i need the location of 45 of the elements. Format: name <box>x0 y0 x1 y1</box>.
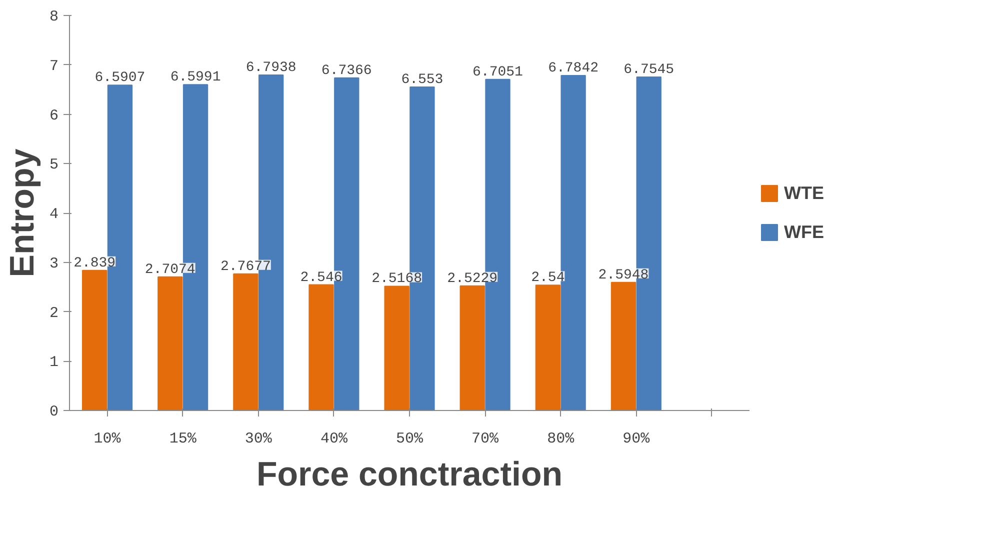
data-label: 2.839 <box>74 255 116 272</box>
data-label: 6.5991 <box>170 70 221 86</box>
data-label: 2.5948 <box>598 267 649 284</box>
x-tick-label: 50% <box>396 430 424 448</box>
bar <box>384 286 410 410</box>
y-tick-label: 8 <box>50 8 59 26</box>
data-label: 2.5229 <box>447 270 498 287</box>
y-tick-label: 1 <box>50 354 59 372</box>
legend-label: WFE <box>784 222 824 242</box>
data-label: 2.7677 <box>220 258 271 275</box>
data-label: 6.553 <box>401 72 444 88</box>
x-tick-label: 70% <box>472 430 500 448</box>
x-tick-label: 80% <box>547 430 576 448</box>
data-label: 6.7938 <box>246 60 296 76</box>
bar <box>610 282 636 410</box>
data-label: 6.7545 <box>624 62 674 78</box>
bar <box>158 276 183 410</box>
data-label: 2.54 <box>531 270 565 286</box>
y-tick-label: 5 <box>50 156 59 174</box>
y-tick-label: 4 <box>50 206 59 223</box>
y-tick-label: 0 <box>50 404 59 420</box>
bar <box>82 270 108 410</box>
data-label: 6.7842 <box>548 60 599 77</box>
data-label: 6.7366 <box>321 62 372 79</box>
x-tick-label: 30% <box>244 430 273 448</box>
x-tick-label: 15% <box>169 430 198 448</box>
data-label: 6.5907 <box>94 70 146 86</box>
data-label: 6.7051 <box>472 64 523 80</box>
x-tick-label: 40% <box>320 430 348 448</box>
y-tick-label: 3 <box>50 255 59 272</box>
bar <box>308 284 334 410</box>
data-label: 2.546 <box>300 270 342 286</box>
bar <box>535 284 561 410</box>
data-label: 2.7074 <box>144 262 196 278</box>
y-tick-label: 2 <box>50 304 59 322</box>
bar <box>460 285 485 410</box>
x-axis-title: Force conctraction <box>256 456 563 494</box>
data-label: 2.5168 <box>372 271 422 288</box>
y-tick-label: 6 <box>50 107 59 124</box>
x-tick-label: 90% <box>622 430 651 448</box>
bar <box>233 273 258 410</box>
y-tick-label: 7 <box>50 58 59 75</box>
x-tick-label: 10% <box>94 430 122 448</box>
y-axis-title: Entropy <box>4 148 42 278</box>
legend-label: WTE <box>784 182 824 204</box>
